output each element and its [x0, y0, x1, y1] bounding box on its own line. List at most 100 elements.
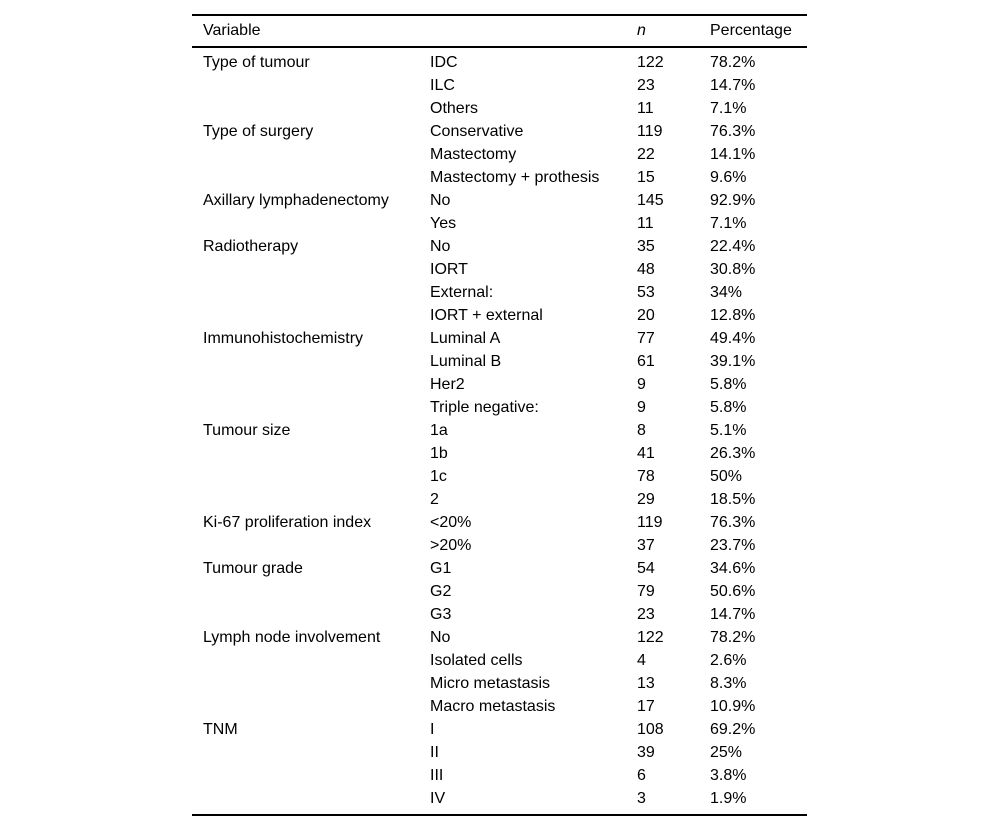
- cell-percentage: 10.9%: [710, 697, 756, 715]
- cell-n: 3: [637, 789, 646, 807]
- header-percentage: Percentage: [710, 22, 792, 39]
- cell-percentage: 69.2%: [710, 720, 756, 738]
- cell-category: G2: [430, 582, 452, 600]
- table-row: Luminal B 61 39.1%: [192, 350, 807, 373]
- cell-n: 6: [637, 766, 646, 784]
- cell-n: 20: [637, 306, 655, 324]
- cell-variable: [192, 143, 430, 166]
- cell-category: I: [430, 720, 435, 738]
- cell-n: 79: [637, 582, 655, 600]
- cell-n: 145: [637, 191, 664, 209]
- cell-percentage: 14.7%: [710, 76, 756, 94]
- cell-n: 17: [637, 697, 655, 715]
- cell-percentage: 7.1%: [710, 99, 747, 117]
- cell-percentage: 39.1%: [710, 352, 756, 370]
- cell-n: 22: [637, 145, 655, 163]
- cell-category: External:: [430, 283, 494, 301]
- cell-category: <20%: [430, 513, 472, 531]
- table-row: II 39 25%: [192, 741, 807, 764]
- cell-n: 11: [637, 214, 654, 232]
- cell-n: 37: [637, 536, 655, 554]
- table-row: Mastectomy + prothesis 15 9.6%: [192, 166, 807, 189]
- cell-category: IDC: [430, 53, 458, 71]
- cell-n: 77: [637, 329, 655, 347]
- table-row: >20% 37 23.7%: [192, 534, 807, 557]
- cell-percentage: 25%: [710, 743, 743, 761]
- cell-category: No: [430, 237, 451, 255]
- cell-n: 39: [637, 743, 655, 761]
- cell-percentage: 14.7%: [710, 605, 756, 623]
- cell-percentage: 1.9%: [710, 789, 747, 807]
- cell-n: 13: [637, 674, 655, 692]
- cell-variable: [192, 534, 430, 557]
- cell-percentage: 3.8%: [710, 766, 747, 784]
- table-row: Tumour size 1a 8 5.1%: [192, 419, 807, 442]
- cell-variable: [192, 649, 430, 672]
- table-row: Lymph node involvement No 122 78.2%: [192, 626, 807, 649]
- cell-category: Luminal A: [430, 329, 501, 347]
- cell-variable: Lymph node involvement: [203, 628, 381, 646]
- cell-percentage: 22.4%: [710, 237, 756, 255]
- cell-percentage: 34.6%: [710, 559, 756, 577]
- cell-category: Triple negative:: [430, 398, 539, 416]
- cell-n: 9: [637, 375, 646, 393]
- table-row: Mastectomy 22 14.1%: [192, 143, 807, 166]
- table-row: Immunohistochemistry Luminal A 77 49.4%: [192, 327, 807, 350]
- cell-variable: [192, 281, 430, 304]
- cell-category: G1: [430, 559, 452, 577]
- table-row: 1c 78 50%: [192, 465, 807, 488]
- cell-variable: [192, 695, 430, 718]
- cell-percentage: 50.6%: [710, 582, 756, 600]
- table-row: Ki-67 proliferation index <20% 119 76.3%: [192, 511, 807, 534]
- cell-percentage: 78.2%: [710, 628, 756, 646]
- table-row: Micro metastasis 13 8.3%: [192, 672, 807, 695]
- table-row: Isolated cells 4 2.6%: [192, 649, 807, 672]
- cell-n: 48: [637, 260, 655, 278]
- cell-n: 35: [637, 237, 655, 255]
- cell-n: 119: [637, 122, 663, 140]
- cell-category: Conservative: [430, 122, 524, 140]
- cell-percentage: 23.7%: [710, 536, 756, 554]
- cell-variable: [192, 787, 430, 815]
- cell-variable: [192, 672, 430, 695]
- cell-n: 78: [637, 467, 655, 485]
- cell-variable: Tumour grade: [203, 559, 303, 577]
- cell-percentage: 34%: [710, 283, 743, 301]
- table-row: III 6 3.8%: [192, 764, 807, 787]
- table-row: IV 3 1.9%: [192, 787, 807, 815]
- cell-category: 1c: [430, 467, 447, 485]
- cell-category: 1b: [430, 444, 448, 462]
- cell-variable: [192, 74, 430, 97]
- cell-variable: [192, 373, 430, 396]
- table-row: Tumour grade G1 54 34.6%: [192, 557, 807, 580]
- cell-category: Yes: [430, 214, 457, 232]
- table-row: TNM I 108 69.2%: [192, 718, 807, 741]
- table-row: Axillary lymphadenectomy No 145 92.9%: [192, 189, 807, 212]
- cell-category: III: [430, 766, 444, 784]
- cell-category: No: [430, 628, 451, 646]
- table-row: Triple negative: 9 5.8%: [192, 396, 807, 419]
- cell-percentage: 49.4%: [710, 329, 756, 347]
- header-variable: Variable: [203, 22, 261, 39]
- cell-variable: [192, 166, 430, 189]
- cell-variable: [192, 603, 430, 626]
- table-row: Yes 11 7.1%: [192, 212, 807, 235]
- cell-n: 54: [637, 559, 655, 577]
- table-row: IORT 48 30.8%: [192, 258, 807, 281]
- table-row: External: 53 34%: [192, 281, 807, 304]
- cell-category: 2: [430, 490, 439, 508]
- cell-percentage: 9.6%: [710, 168, 747, 186]
- cell-n: 11: [637, 99, 654, 117]
- cell-percentage: 78.2%: [710, 53, 756, 71]
- cell-n: 29: [637, 490, 655, 508]
- cell-category: Macro metastasis: [430, 697, 556, 715]
- table-row: ILC 23 14.7%: [192, 74, 807, 97]
- table-row: 1b 41 26.3%: [192, 442, 807, 465]
- cell-category: IORT: [430, 260, 468, 278]
- table-row: 2 29 18.5%: [192, 488, 807, 511]
- cell-variable: [192, 442, 430, 465]
- cell-percentage: 12.8%: [710, 306, 756, 324]
- cell-variable: [192, 212, 430, 235]
- cell-percentage: 8.3%: [710, 674, 747, 692]
